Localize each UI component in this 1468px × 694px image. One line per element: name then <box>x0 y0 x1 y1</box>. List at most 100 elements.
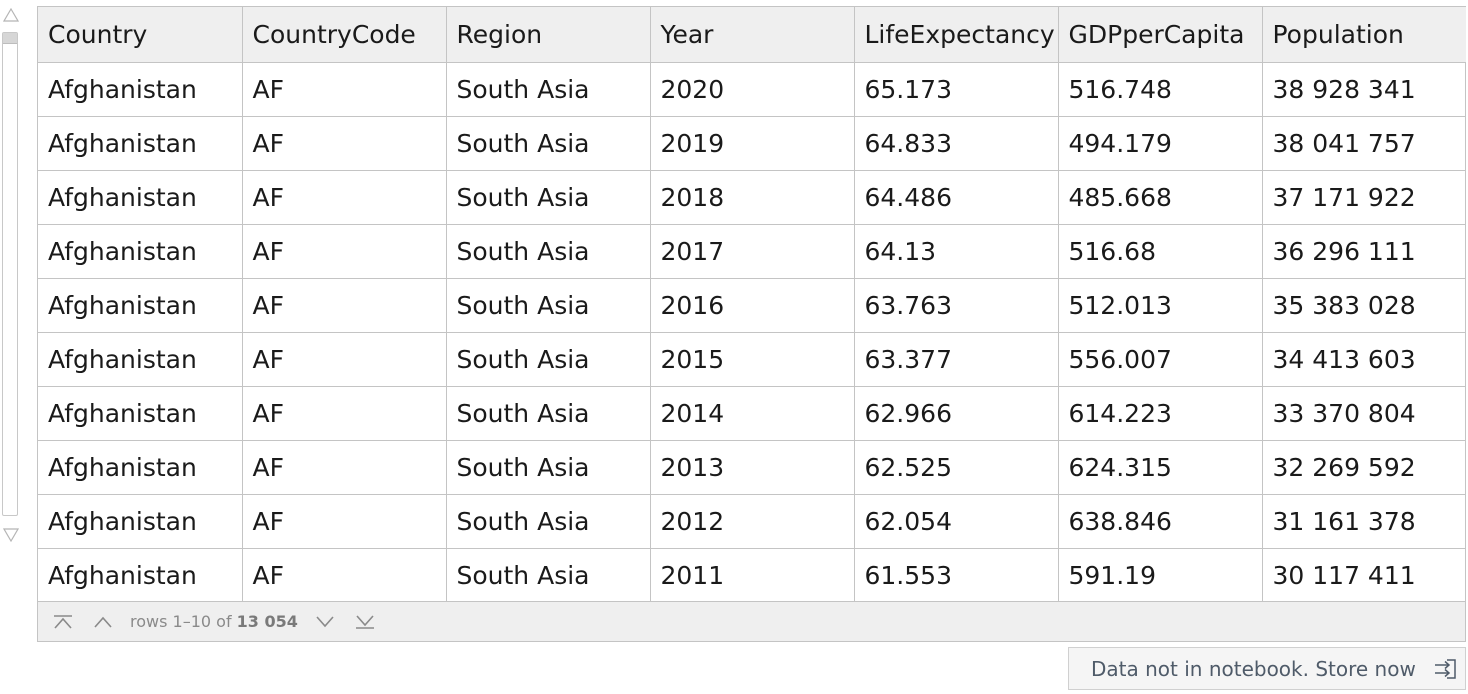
table-cell: 624.315 <box>1058 440 1263 495</box>
table-cell: 31 161 378 <box>1262 494 1466 549</box>
table-cell: 2015 <box>650 332 855 387</box>
column-header[interactable]: GDPperCapita <box>1058 7 1263 63</box>
scrollbar-thumb[interactable] <box>3 33 17 44</box>
table-cell: AF <box>242 548 447 603</box>
column-header[interactable]: Region <box>446 7 651 63</box>
table-cell: 2019 <box>650 116 855 171</box>
table-cell: South Asia <box>446 548 651 603</box>
table-row[interactable]: Afghanistan AF South Asia 2020 65.173 516.748… <box>38 62 1466 117</box>
table-cell: 64.833 <box>854 116 1059 171</box>
table-cell: 638.846 <box>1058 494 1263 549</box>
table-cell: South Asia <box>446 332 651 387</box>
table-cell: 35 383 028 <box>1262 278 1466 333</box>
rows-range-label: rows 1–10 of 13 054 <box>130 612 298 631</box>
table-cell: Afghanistan <box>38 224 243 279</box>
table-cell: AF <box>242 278 447 333</box>
table-cell: 34 413 603 <box>1262 332 1466 387</box>
last-page-icon[interactable] <box>352 609 378 635</box>
table-row[interactable]: Afghanistan AF South Asia 2013 62.525 624.315… <box>38 440 1466 495</box>
scroll-up-arrow-icon[interactable] <box>2 6 20 24</box>
table-cell: South Asia <box>446 116 651 171</box>
table-cell: AF <box>242 440 447 495</box>
table-cell: 2011 <box>650 548 855 603</box>
table-cell: 512.013 <box>1058 278 1263 333</box>
table-cell: AF <box>242 62 447 117</box>
table-cell: Afghanistan <box>38 440 243 495</box>
table-cell: Afghanistan <box>38 170 243 225</box>
table-cell: South Asia <box>446 278 651 333</box>
pagination-bar: rows 1–10 of 13 054 <box>38 601 1465 641</box>
table-frame: Country CountryCode Region Year LifeExpectan… <box>37 6 1466 642</box>
table-row[interactable]: Afghanistan AF South Asia 2018 64.486 485.668… <box>38 170 1466 225</box>
table-cell: 516.68 <box>1058 224 1263 279</box>
rows-total-count: 13 054 <box>236 612 298 631</box>
table-row[interactable]: Afghanistan AF South Asia 2015 63.377 556.007… <box>38 332 1466 387</box>
table-cell: 2018 <box>650 170 855 225</box>
column-header[interactable]: LifeExpectancy <box>854 7 1059 63</box>
table-cell: 38 928 341 <box>1262 62 1466 117</box>
next-page-icon[interactable] <box>312 609 338 635</box>
table-row[interactable]: Afghanistan AF South Asia 2011 61.553 591.19 3… <box>38 548 1466 603</box>
table-row[interactable]: Afghanistan AF South Asia 2014 62.966 614.223… <box>38 386 1466 441</box>
scroll-down-arrow-icon[interactable] <box>2 526 20 544</box>
table-cell: Afghanistan <box>38 278 243 333</box>
table-cell: 2016 <box>650 278 855 333</box>
table-cell: 2017 <box>650 224 855 279</box>
table-cell: 36 296 111 <box>1262 224 1466 279</box>
vertical-scrollbar[interactable] <box>0 2 22 550</box>
table-cell: 38 041 757 <box>1262 116 1466 171</box>
table-cell: 62.966 <box>854 386 1059 441</box>
table-row[interactable]: Afghanistan AF South Asia 2019 64.833 494.179… <box>38 116 1466 171</box>
table-cell: 62.525 <box>854 440 1059 495</box>
table-cell: 33 370 804 <box>1262 386 1466 441</box>
table-cell: AF <box>242 224 447 279</box>
table-cell: 63.377 <box>854 332 1059 387</box>
rows-range-text: rows 1–10 of <box>130 612 232 631</box>
table-cell: 62.054 <box>854 494 1059 549</box>
table-cell: 494.179 <box>1058 116 1263 171</box>
store-now-button[interactable]: Data not in notebook. Store now <box>1068 647 1466 690</box>
table-cell: 63.763 <box>854 278 1059 333</box>
column-header[interactable]: Year <box>650 7 855 63</box>
table-row[interactable]: Afghanistan AF South Asia 2017 64.13 516.68 36… <box>38 224 1466 279</box>
table-cell: AF <box>242 116 447 171</box>
table-cell: 2012 <box>650 494 855 549</box>
table-cell: South Asia <box>446 494 651 549</box>
table-cell: South Asia <box>446 62 651 117</box>
column-header[interactable]: Population <box>1262 7 1466 63</box>
first-page-icon[interactable] <box>50 609 76 635</box>
table-cell: 2014 <box>650 386 855 441</box>
table-cell: 37 171 922 <box>1262 170 1466 225</box>
table-cell: 516.748 <box>1058 62 1263 117</box>
table-cell: South Asia <box>446 224 651 279</box>
data-table: Country CountryCode Region Year LifeExpectan… <box>38 7 1466 603</box>
table-cell: 591.19 <box>1058 548 1263 603</box>
table-cell: 485.668 <box>1058 170 1263 225</box>
table-cell: 61.553 <box>854 548 1059 603</box>
table-cell: Afghanistan <box>38 62 243 117</box>
table-cell: AF <box>242 332 447 387</box>
table-cell: 30 117 411 <box>1262 548 1466 603</box>
table-cell: Afghanistan <box>38 548 243 603</box>
table-row[interactable]: Afghanistan AF South Asia 2012 62.054 638.846… <box>38 494 1466 549</box>
column-header[interactable]: CountryCode <box>242 7 447 63</box>
table-cell: 2013 <box>650 440 855 495</box>
table-cell: Afghanistan <box>38 386 243 441</box>
column-header[interactable]: Country <box>38 7 243 63</box>
table-cell: Afghanistan <box>38 116 243 171</box>
table-cell: South Asia <box>446 386 651 441</box>
table-cell: AF <box>242 386 447 441</box>
table-cell: South Asia <box>446 440 651 495</box>
scrollbar-track[interactable] <box>2 32 18 516</box>
table-cell: 32 269 592 <box>1262 440 1466 495</box>
table-row[interactable]: Afghanistan AF South Asia 2016 63.763 512.013… <box>38 278 1466 333</box>
store-arrow-icon <box>1432 656 1458 682</box>
store-now-label: Data not in notebook. Store now <box>1091 656 1416 681</box>
table-cell: AF <box>242 170 447 225</box>
table-cell: 65.173 <box>854 62 1059 117</box>
table-cell: South Asia <box>446 170 651 225</box>
table-cell: Afghanistan <box>38 494 243 549</box>
table-cell: 64.486 <box>854 170 1059 225</box>
previous-page-icon[interactable] <box>90 609 116 635</box>
